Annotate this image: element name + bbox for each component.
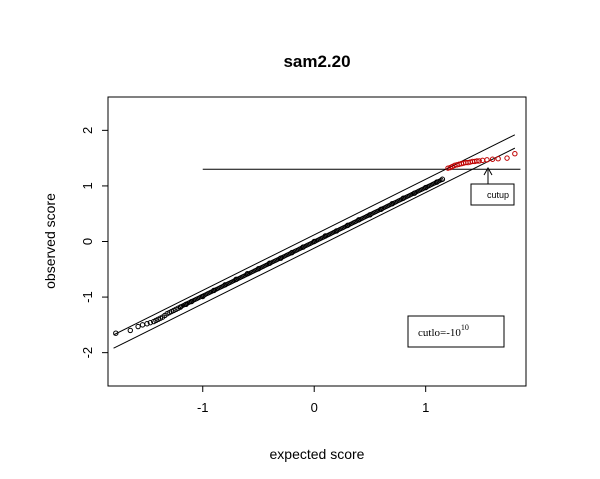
cutlo-exponent: 10	[461, 323, 469, 332]
data-point	[113, 330, 119, 336]
cutlo-label: cutlo=	[418, 327, 446, 339]
y-tick-label: 0	[80, 238, 95, 245]
data-points	[113, 150, 518, 336]
lower-band-line	[113, 147, 516, 349]
cutlo-annotation: cutlo=-1010	[407, 315, 505, 348]
chart-title: sam2.20	[283, 52, 350, 71]
dense-point	[439, 177, 444, 183]
y-tick-label: 2	[80, 127, 95, 134]
significant-point	[495, 155, 501, 162]
significant-point	[474, 158, 480, 164]
cutlo-text: cutlo=-1010	[418, 323, 469, 339]
y-tick-label: -1	[80, 291, 95, 303]
cutlo-value: -10	[446, 327, 461, 339]
x-axis-label: expected score	[270, 446, 365, 462]
y-axis-label: observed score	[42, 193, 58, 289]
significant-point	[476, 158, 482, 164]
x-tick-label: 0	[311, 400, 318, 415]
data-point	[144, 321, 150, 327]
cutlo-box	[407, 315, 505, 348]
significant-point	[445, 165, 451, 171]
cutup-annotation: cutup	[470, 166, 515, 206]
cutup-box	[470, 183, 515, 206]
data-point	[127, 327, 133, 334]
cutup-label: cutup	[487, 190, 509, 200]
x-tick-label: 1	[422, 400, 429, 415]
x-axis: -1 0 1	[197, 386, 429, 415]
x-tick-label: -1	[197, 400, 209, 415]
data-point	[139, 322, 146, 328]
cutup-arrowhead	[483, 166, 493, 176]
data-point	[147, 319, 154, 326]
y-axis: -2 -1 0 1 2	[80, 127, 108, 359]
y-tick-label: -2	[80, 347, 95, 359]
data-point	[135, 323, 141, 330]
significant-point	[489, 156, 496, 162]
significant-point	[484, 157, 490, 163]
significant-point	[504, 155, 510, 161]
y-tick-label: 1	[80, 182, 95, 189]
significant-point	[512, 150, 518, 157]
